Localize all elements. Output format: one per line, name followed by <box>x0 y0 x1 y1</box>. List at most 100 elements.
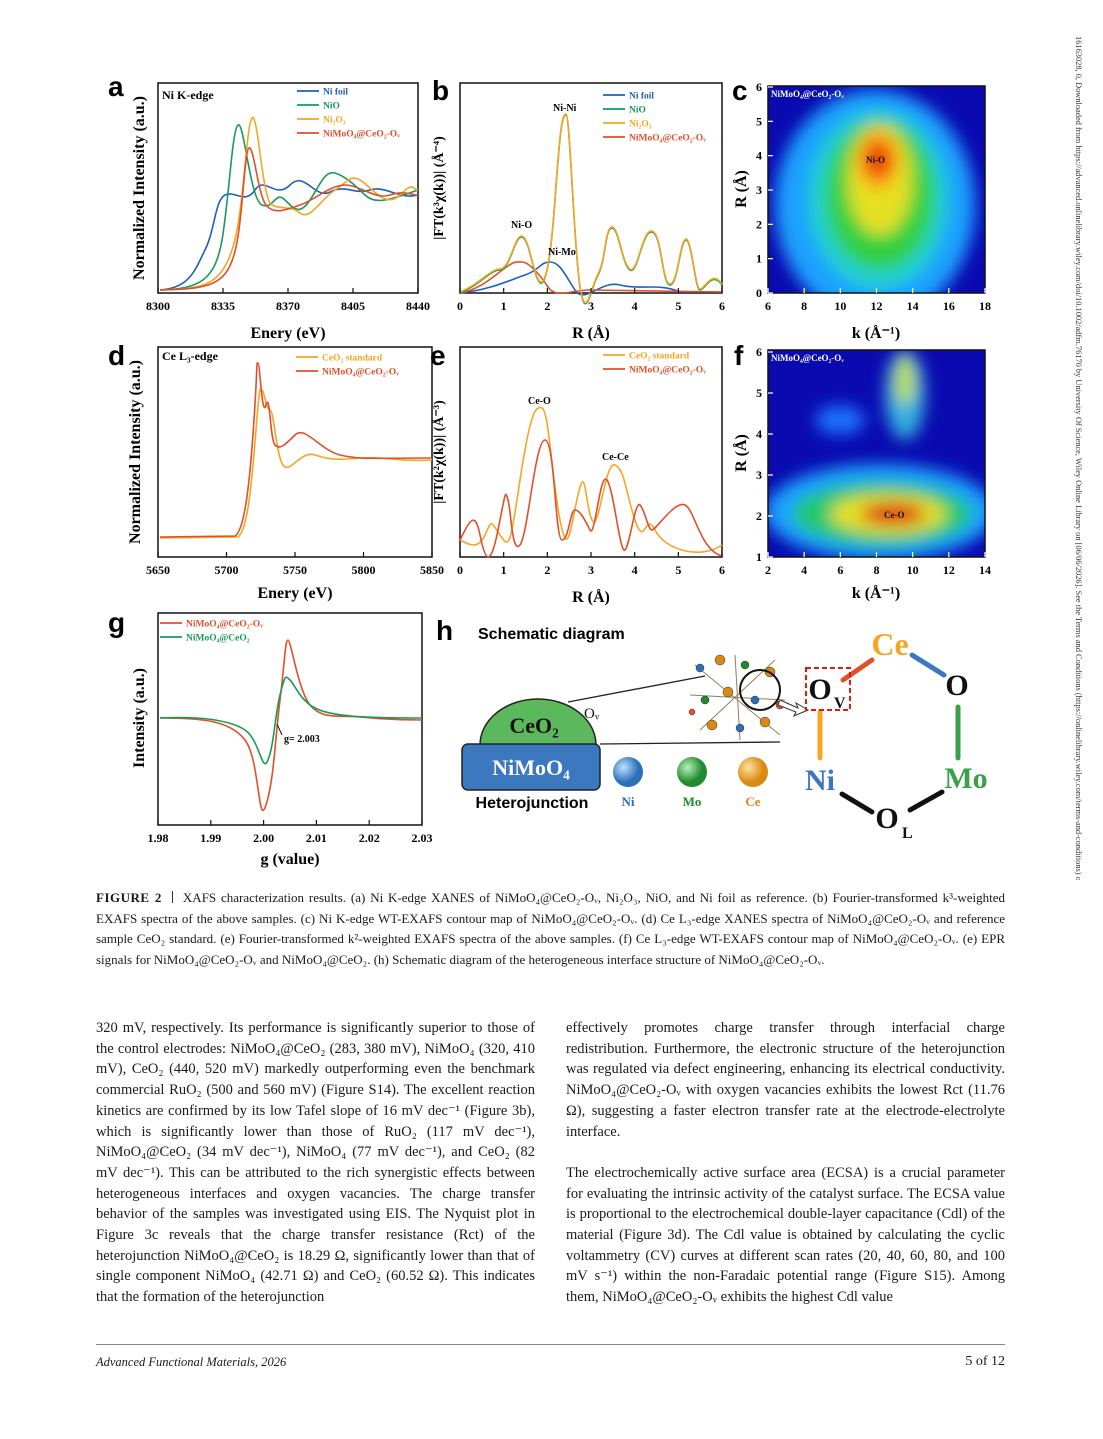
annotation: g= 2.003 <box>284 734 320 745</box>
x-axis-title: k (Å⁻¹) <box>852 324 900 342</box>
legend-label: NiMoO₄@CeO₂-Oᵥ <box>323 130 400 140</box>
ring-atom: Mo <box>944 762 987 795</box>
panel-letter: c <box>732 75 748 106</box>
x-tick-label: 4 <box>801 563 807 577</box>
x-tick-label: 5 <box>675 563 681 577</box>
legend-label: Ni foil <box>629 92 654 102</box>
x-tick-label: 5650 <box>146 563 170 577</box>
y-tick-label: 1 <box>756 252 762 266</box>
separator <box>171 891 173 903</box>
x-tick-label: 5850 <box>420 563 444 577</box>
legend-label: Ni₂O₃ <box>323 116 346 126</box>
x-tick-label: 12 <box>871 299 883 313</box>
panel-letter: g <box>108 607 125 638</box>
x-tick-label: 8405 <box>341 299 365 313</box>
x-tick-label: 8440 <box>406 299 430 313</box>
y-tick-label: 6 <box>756 345 762 359</box>
y-tick-label: 3 <box>756 468 762 482</box>
ring-atom: O <box>808 673 831 706</box>
peak-label: Ce-O <box>528 396 551 407</box>
y-axis-title: R (Å) <box>732 434 750 472</box>
x-tick-label: 2.00 <box>253 831 274 845</box>
peak-label: Ni-Mo <box>548 247 576 258</box>
x-tick-label: 14 <box>907 299 919 313</box>
paragraph: 320 mV, respectively. Its performance is… <box>96 1020 535 1306</box>
x-tick-label: 2.01 <box>306 831 327 845</box>
panel-label: NiMoO₄@CeO₂-Oᵥ <box>771 353 844 363</box>
inner-labels: Ni K-edge NiMoO₄@CeO₂-Oᵥ Ni-O Ce L₃-edge… <box>162 88 905 745</box>
y-tick-label: 6 <box>756 80 762 94</box>
y-axis-title: Normalized Intensity (a.u.) <box>131 96 148 280</box>
y-tick-label: 1 <box>756 550 762 564</box>
x-tick-label: 8 <box>801 299 807 313</box>
panel-letters: a b c d e f g h <box>108 71 748 646</box>
paragraph: effectively promotes charge transfer thr… <box>566 1020 1005 1140</box>
x-axis-title: R (Å) <box>572 588 610 606</box>
x-tick-label: 5 <box>675 299 681 313</box>
y-tick-label: 4 <box>756 427 762 441</box>
legend-label: NiMoO₄@CeO₂-Oᵥ <box>629 134 706 144</box>
x-axis-title: g (value) <box>260 851 319 868</box>
x-axis-title: Enery (eV) <box>250 325 325 342</box>
panel-letter: d <box>108 340 125 371</box>
x-tick-label: 1 <box>501 299 507 313</box>
footer-rule <box>96 1344 1005 1345</box>
panel-g-curves <box>159 639 423 812</box>
caption-label: FIGURE 2 <box>96 890 162 905</box>
panel-c-heatmap <box>768 86 985 293</box>
schematic-title: Schematic diagram <box>478 626 625 643</box>
panel-letter: f <box>734 340 744 371</box>
legend-label: CeO₂ standard <box>322 354 383 364</box>
x-tick-label: 5700 <box>215 563 239 577</box>
ring-subscript: L <box>902 825 913 842</box>
x-tick-label: 5750 <box>283 563 307 577</box>
legend-label: Ni foil <box>323 88 348 98</box>
legend-label: NiMoO₄@CeO₂-Oᵥ <box>629 366 706 376</box>
figure-caption: FIGURE 2 XAFS characterization results. (… <box>96 888 1005 971</box>
particle-label: CeO₂ <box>509 713 559 738</box>
legend-label: NiO <box>323 102 340 112</box>
vacancy-label: Oᵥ <box>584 706 600 722</box>
legend-label: NiMoO₄@CeO₂-Oᵥ <box>322 368 399 378</box>
x-tick-label: 8300 <box>146 299 170 313</box>
peak-label: Ce-Ce <box>602 452 629 463</box>
figure: 16163028, 0, Downloaded from https://adv… <box>108 36 1083 880</box>
x-tick-label: 5800 <box>352 563 376 577</box>
legend-label: NiMoO₄@CeO₂ <box>186 634 250 644</box>
peak-label: Ce-O <box>884 510 905 520</box>
ring-atom: O <box>945 669 968 702</box>
x-tick-label: 2 <box>544 299 550 313</box>
panel-f-heatmap <box>768 350 985 557</box>
x-tick-label: 4 <box>632 563 638 577</box>
x-tick-label: 1.98 <box>148 831 169 845</box>
peak-label: Ni-O <box>866 155 885 165</box>
ring-subscript: V <box>834 695 846 712</box>
panel-b-curves <box>459 113 723 305</box>
y-axis-title: R (Å) <box>732 170 750 208</box>
y-axis-title: |FT(k³χ(k))| (Å⁻⁴) <box>431 136 447 240</box>
y-axis-title: Intensity (a.u.) <box>131 668 148 768</box>
panel-d-curves <box>159 362 433 539</box>
footer-journal: Advanced Functional Materials, 2026 <box>96 1355 287 1369</box>
schematic: Schematic diagram CeO₂ Oᵥ NiMoO₄ Heteroj… <box>461 626 988 842</box>
x-tick-label: 8370 <box>276 299 300 313</box>
panel-e-curves <box>459 406 723 558</box>
x-tick-label: 18 <box>979 299 991 313</box>
legend-label: Ni₂O₃ <box>629 120 652 130</box>
ring-atom: Ni <box>805 764 835 797</box>
junction-label: Heterojunction <box>476 795 589 812</box>
x-tick-label: 10 <box>834 299 846 313</box>
panel-letter: a <box>108 71 124 102</box>
x-tick-label: 1.99 <box>200 831 221 845</box>
x-tick-label: 1 <box>501 563 507 577</box>
x-tick-label: 12 <box>943 563 955 577</box>
axis-titles: Enery (eV) R (Å) k (Å⁻¹) Enery (eV) R (Å… <box>127 96 900 868</box>
x-tick-label: 10 <box>907 563 919 577</box>
x-tick-label: 3 <box>588 299 594 313</box>
atom-label: Ce <box>745 794 760 809</box>
x-tick-label: 6 <box>765 299 771 313</box>
legend-label: CeO₂ standard <box>629 352 690 362</box>
right-column: effectively promotes charge transfer thr… <box>566 1018 1005 1329</box>
